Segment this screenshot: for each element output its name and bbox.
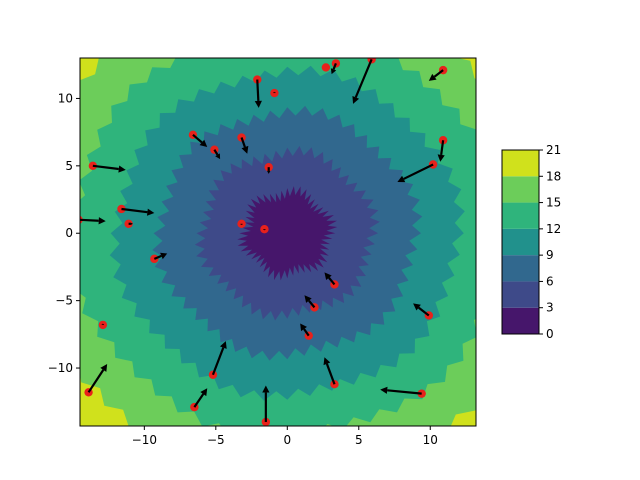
- colorbar-tick-label: 15: [546, 196, 561, 210]
- vector-arrow: [92, 164, 126, 173]
- vector-arrow: [213, 149, 221, 160]
- colorbar-band: [502, 281, 539, 308]
- colorbar-band: [502, 176, 539, 203]
- vector-arrow: [397, 163, 434, 183]
- vector-arrow: [192, 133, 208, 147]
- colorbar-tick-label: 18: [546, 169, 561, 183]
- vector-arrow: [413, 303, 430, 317]
- y-axis: −10 −5 0 5 10: [48, 91, 80, 375]
- colorbar-tick-label: 3: [546, 301, 554, 315]
- y-tick-label: 5: [65, 159, 73, 173]
- vector-arrow: [193, 388, 208, 408]
- vector-arrow: [128, 222, 133, 225]
- colorbar-tick-label: 12: [546, 222, 561, 236]
- contour-band: [237, 186, 338, 281]
- vector-arrow: [380, 386, 422, 395]
- y-tick-label: −10: [48, 361, 73, 375]
- colorbar-band: [502, 202, 539, 229]
- vector-arrow: [80, 217, 106, 225]
- vector-arrow: [153, 252, 168, 260]
- vector-arrow: [262, 385, 270, 422]
- colorbar-tick-label: 6: [546, 274, 554, 288]
- colorbar-band: [502, 228, 539, 256]
- vector-arrow: [428, 69, 444, 81]
- vector-arrow: [87, 363, 108, 393]
- vector-arrow: [267, 167, 271, 174]
- colorbar-band: [502, 307, 539, 334]
- vector-arrow: [273, 91, 276, 94]
- colorbar-frame: [501, 149, 540, 335]
- plot-frame: [79, 57, 477, 427]
- vector-arrow: [437, 140, 445, 162]
- vector-arrow: [121, 207, 155, 216]
- vector-arrow: [323, 357, 336, 385]
- vector-arrow: [263, 229, 266, 231]
- vector-arrow: [211, 341, 227, 376]
- x-tick-label: 10: [423, 433, 438, 447]
- x-tick-label: −5: [207, 433, 225, 447]
- y-tick-label: 0: [65, 226, 73, 240]
- vector-arrow: [300, 323, 310, 337]
- x-axis: −10 −5 0 5 10: [132, 426, 438, 447]
- vector-arrow: [304, 295, 316, 309]
- data-point: [321, 63, 331, 72]
- colorbar-tick-label: 0: [546, 327, 554, 341]
- colorbar-band: [502, 150, 539, 177]
- vector-arrow: [324, 272, 336, 286]
- vector-arrow: [352, 58, 373, 104]
- vector-arrow: [330, 62, 337, 75]
- colorbar-tick-label: 9: [546, 248, 554, 262]
- quiver-layer: [80, 58, 448, 426]
- vector-arrow: [101, 323, 104, 325]
- vector-arrow: [240, 223, 243, 226]
- contour-fill: [80, 58, 476, 426]
- plot-area: [79, 57, 477, 427]
- colorbar-band: [502, 255, 539, 282]
- vector-arrow: [240, 137, 249, 154]
- vector-arrow: [254, 79, 262, 108]
- x-tick-label: −10: [132, 433, 157, 447]
- y-tick-label: 10: [58, 91, 73, 105]
- x-tick-label: 5: [355, 433, 363, 447]
- x-tick-label: 0: [283, 433, 291, 447]
- y-tick-label: −5: [55, 294, 73, 308]
- colorbar: 0 3 6 9 12 15 18 21: [501, 143, 561, 341]
- colorbar-tick-label: 21: [546, 143, 561, 157]
